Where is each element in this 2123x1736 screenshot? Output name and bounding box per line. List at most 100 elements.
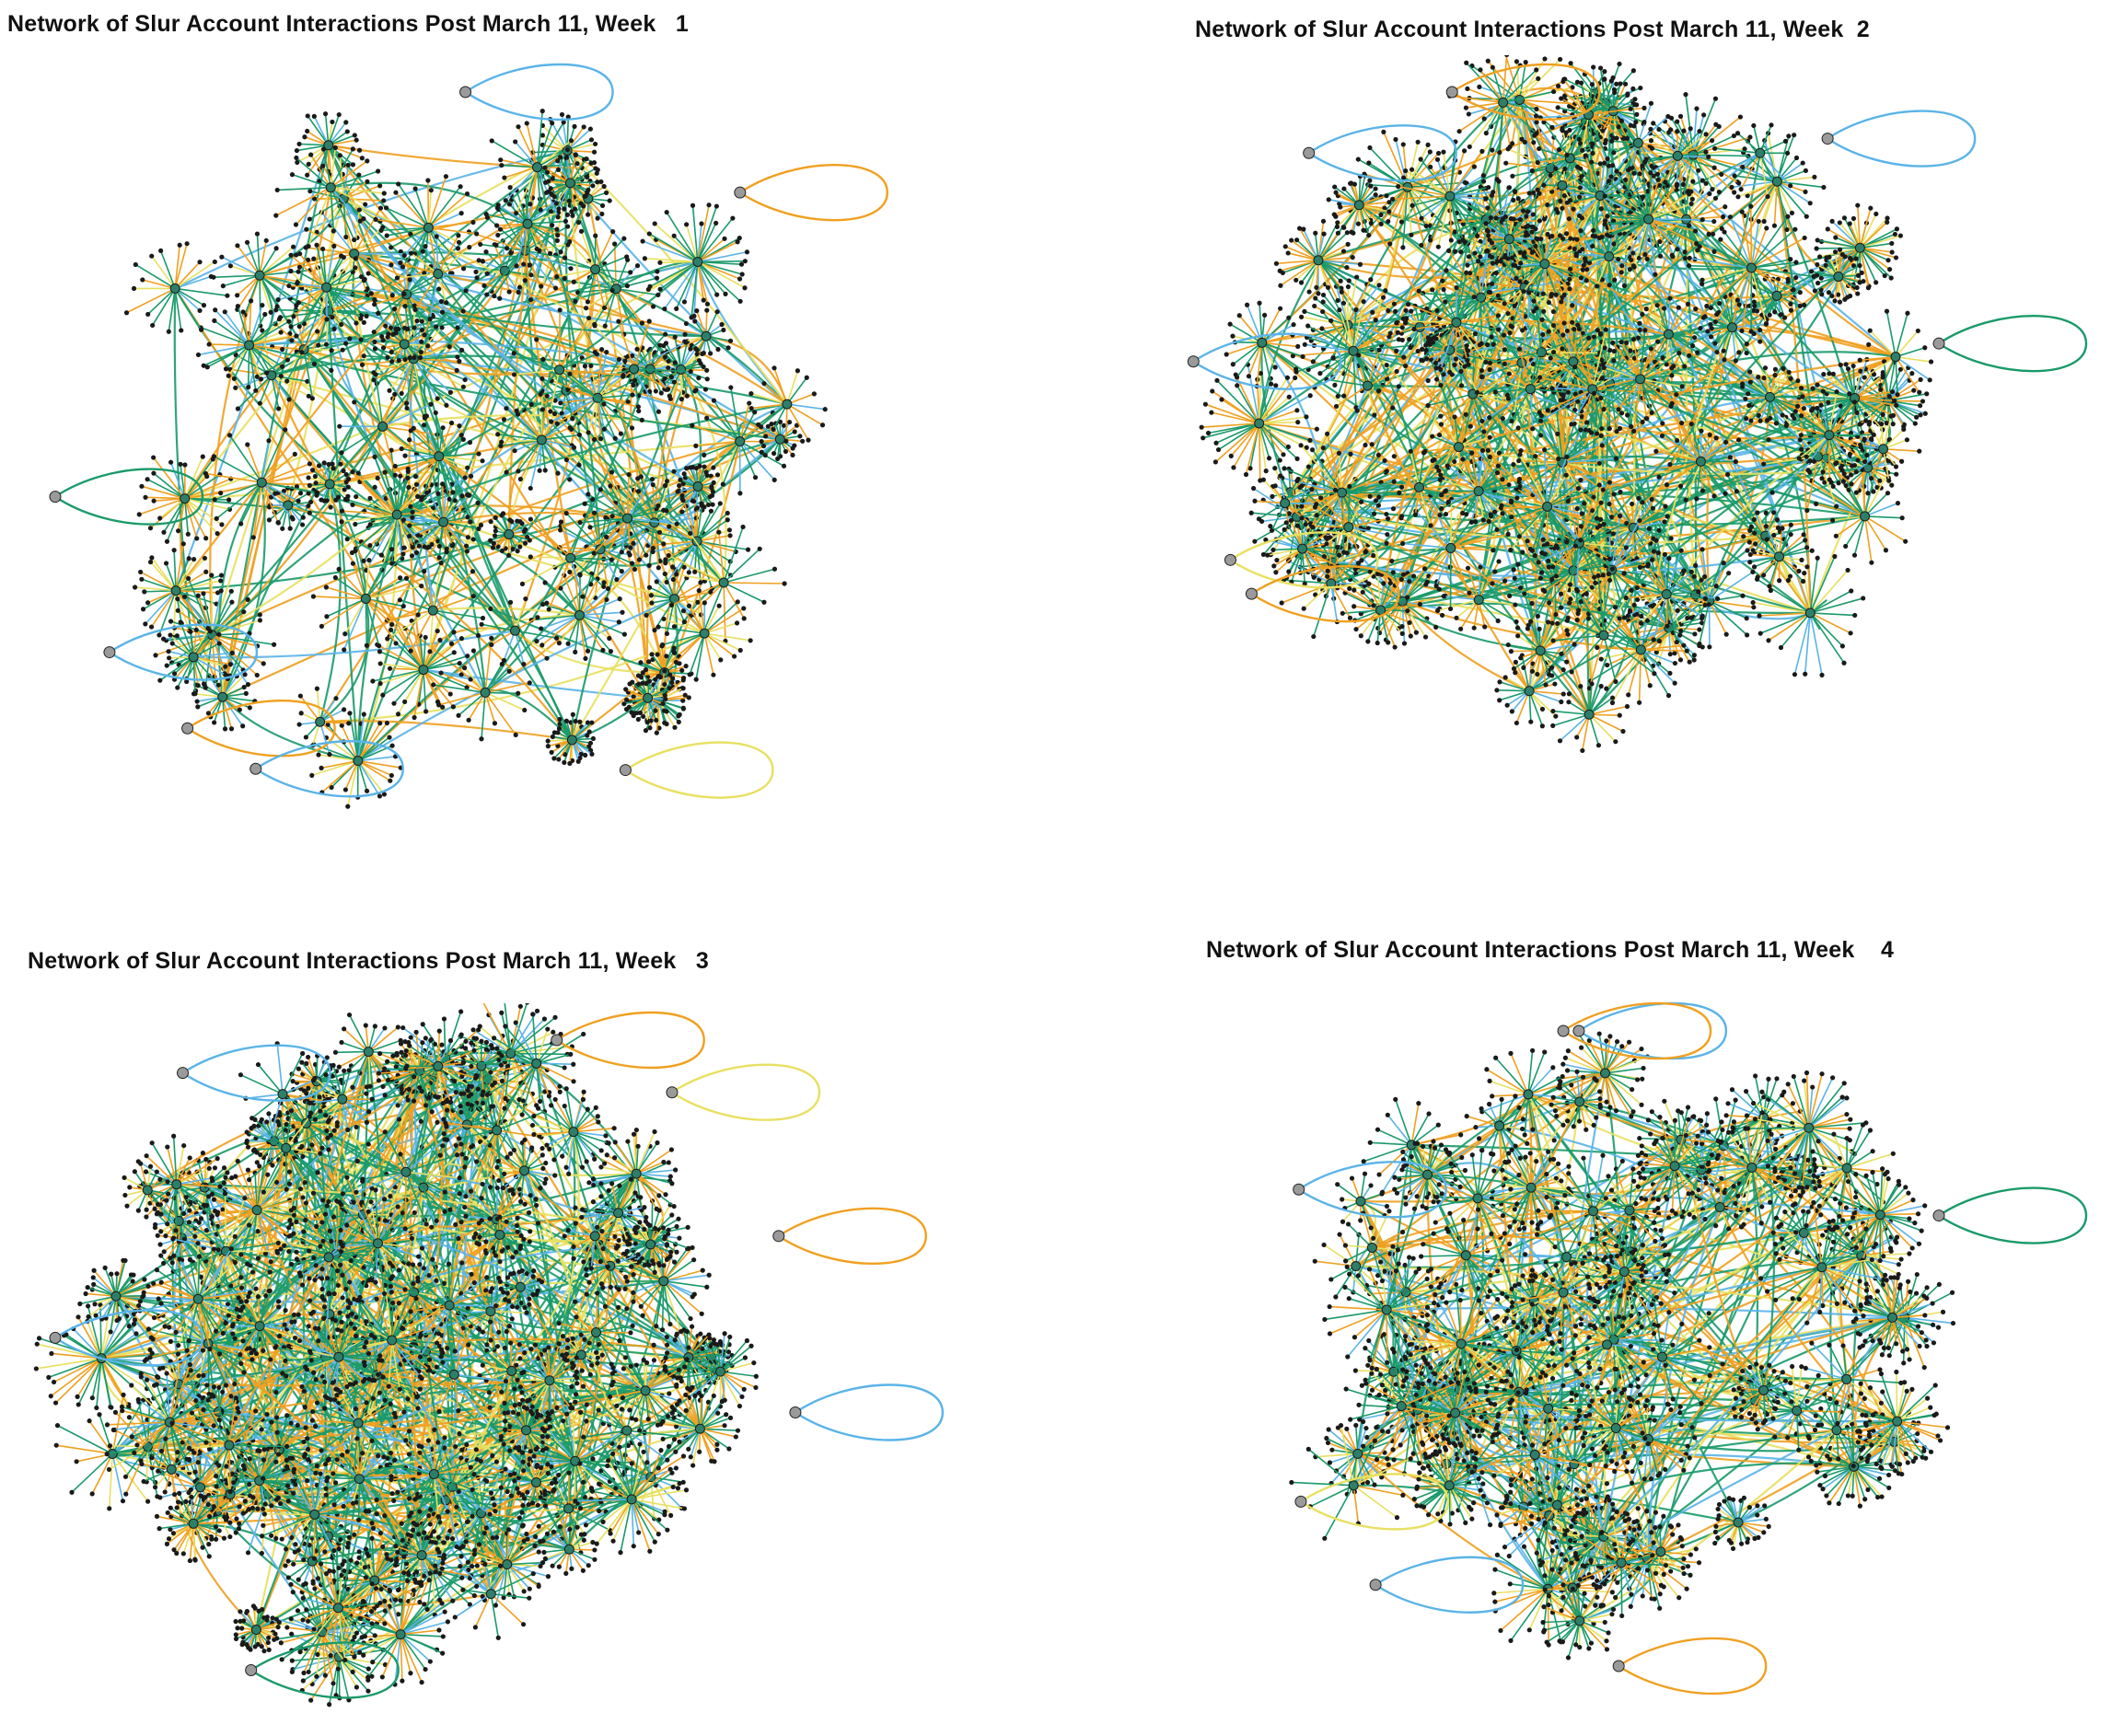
- network-graph: [1187, 55, 2088, 754]
- hub-cluster: [690, 385, 787, 496]
- network-graph: [49, 63, 888, 809]
- hub-cluster: [621, 675, 672, 725]
- hub-cluster: [540, 1523, 597, 1576]
- hub-cluster: [1550, 681, 1630, 754]
- panel-title: Network of Slur Account Interactions Pos…: [1195, 17, 1870, 43]
- hub-cluster: [497, 1267, 545, 1311]
- hub-cluster: [1464, 1094, 1530, 1164]
- hub-cluster: [399, 1455, 497, 1551]
- hub-cluster: [296, 686, 352, 758]
- hub-cluster: [1483, 214, 1540, 268]
- hub-cluster: [1308, 483, 1391, 568]
- hub-cluster: [203, 1152, 306, 1268]
- hub-cluster: [1437, 447, 1523, 525]
- hub-cluster: [1343, 1349, 1461, 1466]
- hub-cluster: [136, 454, 234, 544]
- hub-cluster: [1549, 1069, 1611, 1132]
- hub-cluster: [1808, 247, 1866, 305]
- hub-cluster: [1489, 1147, 1573, 1233]
- hub-cluster: [307, 1238, 354, 1281]
- hub-cluster: [1335, 1171, 1390, 1231]
- hub-cluster: [682, 307, 734, 356]
- hub-cluster: [1312, 1232, 1393, 1300]
- hub-cluster: [1853, 413, 1922, 483]
- hub-cluster: [1848, 1275, 1936, 1354]
- hub-cluster: [452, 1561, 536, 1640]
- hub-cluster: [1642, 126, 1717, 189]
- hub-cluster: [1555, 1031, 1650, 1119]
- hub-cluster: [1712, 1495, 1771, 1552]
- network-graph: [1289, 1001, 2088, 1695]
- hub-cluster: [1491, 447, 1603, 559]
- hub-cluster: [519, 1470, 613, 1556]
- hub-cluster: [1584, 1315, 1633, 1372]
- hub-cluster: [275, 242, 377, 334]
- hub-cluster: [1758, 1199, 1886, 1325]
- hub-cluster: [1572, 1515, 1669, 1619]
- hub-cluster: [169, 1384, 290, 1499]
- hub-cluster: [1376, 448, 1452, 528]
- hub-cluster: [137, 1241, 259, 1357]
- hub-cluster: [562, 1332, 605, 1377]
- hub-cluster: [324, 1187, 435, 1300]
- hub-cluster: [1712, 122, 1793, 200]
- panel-title: Network of Slur Account Interactions Pos…: [28, 948, 709, 975]
- hub-cluster: [655, 588, 753, 682]
- hub-cluster: [1505, 619, 1577, 688]
- hub-cluster: [1750, 553, 1866, 677]
- hub-cluster: [644, 498, 751, 591]
- hub-cluster: [373, 174, 480, 279]
- hub-cluster: [1534, 1152, 1639, 1266]
- network-graph: [33, 1003, 945, 1707]
- hub-cluster: [354, 1117, 462, 1232]
- hub-cluster: [1479, 331, 1584, 436]
- hub-cluster: [1422, 411, 1492, 485]
- hub-cluster: [748, 365, 828, 444]
- hub-cluster: [512, 1341, 580, 1418]
- hub-cluster: [575, 241, 661, 337]
- hub-cluster: [1537, 76, 1633, 162]
- self-loops: [1293, 1001, 2088, 1695]
- hub-cluster: [1573, 225, 1638, 289]
- hub-cluster: [1392, 1139, 1468, 1211]
- hub-cluster: [489, 109, 585, 220]
- hub-cluster: [332, 1012, 404, 1090]
- hub-cluster: [400, 481, 484, 561]
- hub-cluster: [273, 145, 387, 249]
- hub-cluster: [306, 1062, 375, 1133]
- hub-cluster: [519, 496, 614, 612]
- hub-cluster: [403, 1028, 479, 1106]
- hub-cluster: [384, 561, 486, 654]
- hub-cluster: [1389, 492, 1511, 612]
- hub-cluster: [1814, 467, 1908, 565]
- hub-cluster: [211, 231, 313, 329]
- hub-cluster: [495, 388, 583, 492]
- self-loops: [49, 1011, 945, 1699]
- panel-week-4: Network of Slur Account Interactions Pos…: [1062, 930, 2123, 1736]
- hub-cluster: [1520, 1259, 1597, 1337]
- hub-cluster: [1403, 270, 1502, 373]
- hub-cluster: [1857, 308, 1934, 398]
- hub-cluster: [203, 427, 319, 540]
- hub-cluster: [549, 346, 644, 443]
- hub-cluster: [1402, 1281, 1522, 1403]
- hub-cluster: [1635, 1115, 1721, 1220]
- hub-cluster: [394, 233, 481, 322]
- panel-title: Network of Slur Account Interactions Pos…: [7, 11, 689, 38]
- hub-cluster: [666, 524, 787, 644]
- hub-cluster: [294, 111, 365, 178]
- hub-cluster: [306, 1290, 354, 1340]
- hub-cluster: [1550, 573, 1663, 691]
- hub-cluster: [675, 463, 721, 512]
- hub-cluster: [545, 712, 597, 767]
- hub-cluster: [1326, 173, 1392, 238]
- hub-cluster: [1653, 420, 1742, 503]
- hub-cluster: [154, 1490, 233, 1564]
- hub-cluster: [529, 1086, 617, 1176]
- hub-cluster: [1747, 522, 1815, 594]
- hub-cluster: [607, 1355, 682, 1433]
- hub-cluster: [577, 469, 679, 562]
- hub-cluster: [484, 1012, 586, 1117]
- hub-cluster: [465, 1523, 551, 1608]
- hub-cluster: [1322, 1244, 1442, 1374]
